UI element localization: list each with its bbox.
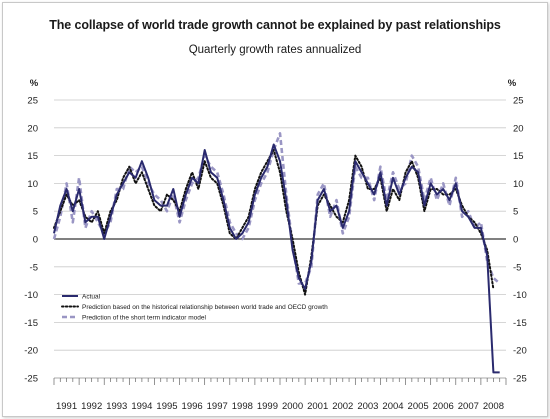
x-tick-label: 2001 bbox=[307, 401, 328, 412]
x-tick-label: 1991 bbox=[56, 401, 77, 412]
x-tick-label: 1992 bbox=[81, 401, 102, 412]
y-tick-label-left: 20 bbox=[27, 123, 38, 134]
legend-label: Actual bbox=[82, 293, 101, 300]
y-tick-label-left: 15 bbox=[27, 151, 38, 162]
x-axis: 1991 1992 1993 1994 1995 1996 1997 1998 1999 2000… bbox=[53, 377, 507, 412]
x-tick-label: 1993 bbox=[106, 401, 127, 412]
legend-label: Prediction of the short term indicator m… bbox=[82, 314, 206, 321]
x-tick-label: 1997 bbox=[207, 401, 228, 412]
series-line-solid bbox=[53, 143, 500, 374]
y-tick-label-right: -25 bbox=[513, 374, 527, 385]
y-tick-label-left: -15 bbox=[24, 318, 38, 329]
y-tick-label-right: 25 bbox=[513, 96, 524, 107]
x-tick-label: 2008 bbox=[483, 401, 504, 412]
x-tick-label: 1999 bbox=[257, 401, 278, 412]
series-line-dotted bbox=[53, 149, 495, 296]
legend-label: Prediction based on the historical relat… bbox=[82, 304, 328, 311]
series-lines bbox=[52, 132, 501, 374]
legend: Actual Prediction based on the historical… bbox=[61, 293, 328, 321]
y-tick-label-left: 10 bbox=[27, 179, 38, 190]
y-tick-label-right: 10 bbox=[513, 179, 524, 190]
y-tick-label-left: 25 bbox=[27, 96, 38, 107]
x-tick-label: 2004 bbox=[382, 401, 403, 412]
y-tick-label-right: 5 bbox=[513, 207, 518, 218]
x-tick-label: 2005 bbox=[408, 401, 429, 412]
y-tick-label-right: 0 bbox=[513, 235, 518, 246]
y-tick-label-right: -5 bbox=[513, 262, 521, 273]
y-tick-label-right: -10 bbox=[513, 290, 527, 301]
x-tick-label: 1994 bbox=[131, 401, 152, 412]
x-tick-label: 2006 bbox=[433, 401, 454, 412]
x-tick-label: 2003 bbox=[357, 401, 378, 412]
chart-subtitle: Quarterly growth rates annualized bbox=[188, 44, 362, 56]
y-tick-label-left: 0 bbox=[33, 235, 38, 246]
y-tick-label-right: -15 bbox=[513, 318, 527, 329]
y-tick-label-right: -20 bbox=[513, 346, 527, 357]
x-tick-label: 2002 bbox=[332, 401, 353, 412]
x-tick-label: 1996 bbox=[182, 401, 203, 412]
y-tick-label-left: -10 bbox=[24, 290, 38, 301]
y-tick-label-right: 15 bbox=[513, 151, 524, 162]
y-tick-label-left: -5 bbox=[30, 262, 38, 273]
x-tick-label: 1998 bbox=[232, 401, 253, 412]
x-tick-label: 2000 bbox=[282, 401, 303, 412]
chart-title: The collapse of world trade growth canno… bbox=[49, 18, 501, 32]
y-tick-label-right: 20 bbox=[513, 123, 524, 134]
x-tick-label: 1995 bbox=[156, 401, 177, 412]
y-axis-unit-right: % bbox=[508, 78, 517, 89]
y-tick-label-left: -25 bbox=[24, 374, 38, 385]
y-axis-unit-left: % bbox=[30, 78, 39, 89]
x-tick-label: 2007 bbox=[458, 401, 479, 412]
y-tick-label-left: -20 bbox=[24, 346, 38, 357]
y-tick-label-left: 5 bbox=[33, 207, 38, 218]
y-tick-labels: 25 25 20 20 15 15 10 10 5 5 0 0 -5 -5 -10 -10 -15 -15 -20 -… bbox=[24, 96, 526, 385]
